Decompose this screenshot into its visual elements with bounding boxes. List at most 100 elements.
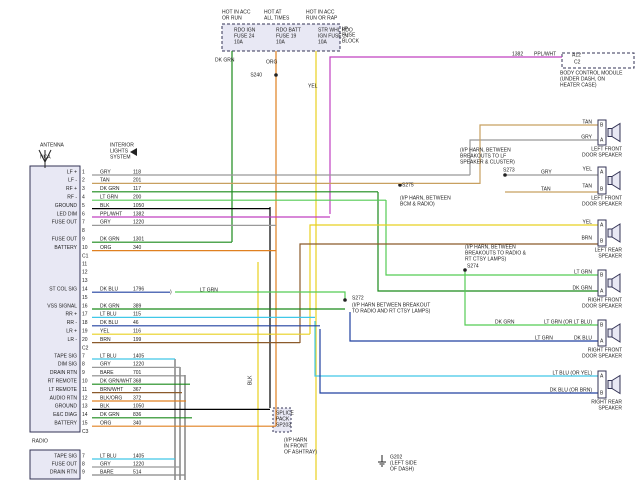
pin: B [600,390,604,396]
pin-number: 9 [82,469,85,475]
speaker-icon [607,122,621,143]
antenna-symbol [38,149,52,168]
pin-label: LR - [68,337,78,343]
pin-label: RR - [67,320,78,326]
splice-desc: BREAKOUTS TO LF [460,153,506,159]
pin-label: TAPE SIG [54,353,77,359]
speaker-connector [597,166,607,195]
pin-label: GROUND [55,404,78,410]
circuit: 701 [133,370,142,376]
wire-color: LT BLU [100,353,117,359]
wire-color: DK GRN [100,186,120,192]
pin-number: 7 [82,453,85,459]
wire-color: BRN/WHT [100,387,123,393]
wire-color: DK GRN [100,237,120,243]
wire-color: DK GRN [100,303,120,309]
splice-id: S240 [250,72,262,78]
pin-label: LF - [68,178,77,184]
wire-color: DK BLU (OR BRN) [550,387,593,393]
circuit: 1382 [512,51,523,57]
wire-color: GRY [100,362,111,368]
pin-number: 15 [82,295,88,301]
fuse-label: 10A [234,39,244,45]
speaker-name: SPEAKER [598,405,622,411]
wire-color: DK BLU [100,320,118,326]
circuit: 340 [133,245,142,251]
pin-label: VSS SIGNAL [47,303,77,309]
fuse-label: FUSE 19 [276,33,297,39]
pin-number: 8 [82,362,85,368]
tape-box [29,449,81,480]
speaker-name: RIGHT FRONT [588,297,622,303]
connector-symbol: ) [170,289,172,295]
splice-dots [274,73,507,302]
connector: C2 [82,345,89,351]
speaker-icon [607,323,621,343]
wire-color: BRN [100,337,111,343]
pin: A12 [572,52,581,58]
fuse-block-label: BLOCK [342,38,360,44]
speaker-name: SPEAKER [598,253,622,259]
wire-color: GRY [100,220,111,226]
wire-color: LT GRN [100,195,118,201]
pin: A [600,137,604,143]
splice-id: S275 [402,182,414,188]
hot-label: HOT AT [264,9,282,15]
speaker-icon [607,170,621,191]
splice-desc: SPEAKER & CLUSTER) [460,159,515,165]
fuse-block [221,23,341,52]
circuit: 1050 [133,404,144,410]
speaker-connector [597,269,607,297]
splice-desc: RT CTSY LAMPS) [465,256,506,262]
fuse-block-label: FUSE [342,32,356,38]
hot-label: ALL TIMES [264,15,290,21]
lights-label: LIGHTS [110,148,129,154]
hot-label: RUN OR RAP [306,15,338,21]
hot-label: OR RUN [222,15,242,21]
speaker-name: DOOR SPEAKER [582,201,622,207]
pin-number: 7 [82,220,85,226]
circuit: 1405 [133,353,144,359]
circuit: 118 [133,169,141,175]
circuit: 1220 [133,362,144,368]
circuit: 368 [133,379,142,385]
pin-number: 11 [82,387,87,393]
splice-desc: BCM & RADIO) [400,201,435,207]
fuse-label: 10A [318,39,328,45]
pin-label: ST COL SIG [49,287,77,293]
splice-pack-label: PACK [276,416,290,422]
wire-color: YEL [583,219,593,225]
circuit: 372 [133,395,142,401]
wire-label: GRY [541,169,552,175]
radio-box [29,165,81,433]
lights-arrow [130,148,137,156]
circuit: 1220 [133,220,144,226]
wire-color: GRY [581,134,592,140]
pin-label: DRAIN RTN [50,469,78,475]
wire-label: LT GRN [200,287,218,293]
ground-desc: OF DASH) [390,466,414,472]
wire-color: ORG [100,421,112,427]
pin-label: LT REMOTE [49,387,78,393]
connector: C2 [574,59,581,65]
circuit: 201 [133,178,142,184]
speaker-name: LEFT FRONT [591,195,622,201]
lights-label: SYSTEM [110,154,131,160]
speaker-name: DOOR SPEAKER [582,353,622,359]
splice-pack-desc: (I/P HARN [284,437,308,443]
wire-color: BLK/ORG [100,395,122,401]
circuit: 1301 [133,237,144,243]
pin-label: LF + [67,169,77,175]
pin-label: FUSE OUT [52,220,77,226]
ground-id: G202 [390,454,402,460]
circuit: 1382 [133,211,144,217]
pin-label: BATTERY [54,421,77,427]
wire-color: BARE [100,469,114,475]
fuse-label: STR WHL RDO [318,27,353,33]
pin-number: 11 [82,261,87,267]
wire-label: BLK [247,375,253,385]
speaker-name: RIGHT REAR [591,399,622,405]
pin-number: 1 [82,169,85,175]
pin: B [600,122,604,128]
wire-color: LT GRN (OR LT BLU) [544,319,592,325]
